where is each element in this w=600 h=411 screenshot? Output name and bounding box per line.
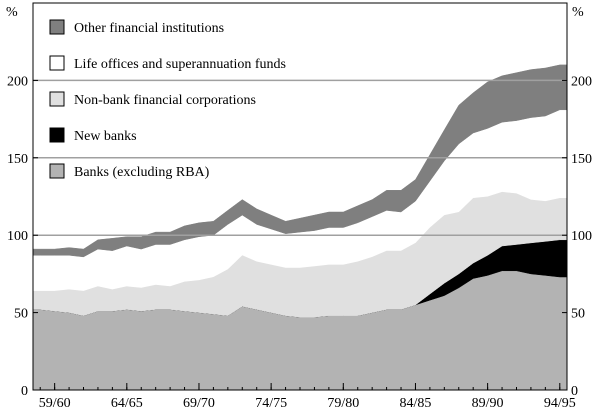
y-tick-label-right: 0 — [571, 384, 578, 399]
y-tick-label-left: 150 — [7, 152, 28, 167]
legend-swatch-life-offices-and-superannuation-funds — [49, 55, 65, 71]
legend-swatch-banks-excluding-rba — [49, 163, 65, 179]
y-tick-label-left: 0 — [21, 384, 28, 399]
legend: Other financial institutions Life offices… — [49, 19, 286, 180]
y-axis-unit-left: % — [6, 5, 18, 20]
x-tick-label: 79/80 — [327, 396, 359, 411]
y-tick-label-right: 150 — [571, 152, 592, 167]
y-tick-label-right: 200 — [571, 74, 592, 89]
legend-label-new-banks: New banks — [74, 129, 137, 144]
x-tick-label: 84/85 — [400, 396, 432, 411]
legend-label-non-bank-financial-corporations: Non-bank financial corporations — [74, 93, 256, 108]
y-tick-label-left: 50 — [14, 307, 28, 322]
y-tick-label-left: 100 — [7, 229, 28, 244]
gridlines — [33, 79, 567, 236]
legend-label-banks-excluding-rba: Banks (excluding RBA) — [74, 165, 210, 180]
legend-label-life-offices-and-superannuation-funds: Life offices and superannuation funds — [74, 57, 286, 72]
area-life-offices-and-superannuation-funds — [33, 109, 567, 291]
x-tick-label: 69/70 — [183, 396, 215, 411]
x-tick-label: 89/90 — [472, 396, 504, 411]
y-axis-unit-right: % — [572, 5, 584, 20]
y-tick-label-right: 50 — [571, 307, 585, 322]
areas-layer — [32, 64, 568, 391]
x-tick-label: 64/65 — [111, 396, 143, 411]
y-tick-label-left: 200 — [7, 74, 28, 89]
y-tick-label-right: 100 — [571, 229, 592, 244]
legend-swatch-non-bank-financial-corporations — [49, 91, 65, 107]
legend-swatch-other-financial-institutions — [49, 19, 65, 35]
legend-swatch-new-banks — [49, 127, 65, 143]
axis-ticks: 0 0 50 50 100 100 150 150 200 200 59/60 64/65 69/70 7… — [7, 74, 592, 411]
x-tick-label: 94/95 — [544, 396, 576, 411]
x-tick-label: 59/60 — [39, 396, 71, 411]
x-tick-label: 74/75 — [255, 396, 287, 411]
legend-label-other-financial-institutions: Other financial institutions — [74, 21, 224, 36]
